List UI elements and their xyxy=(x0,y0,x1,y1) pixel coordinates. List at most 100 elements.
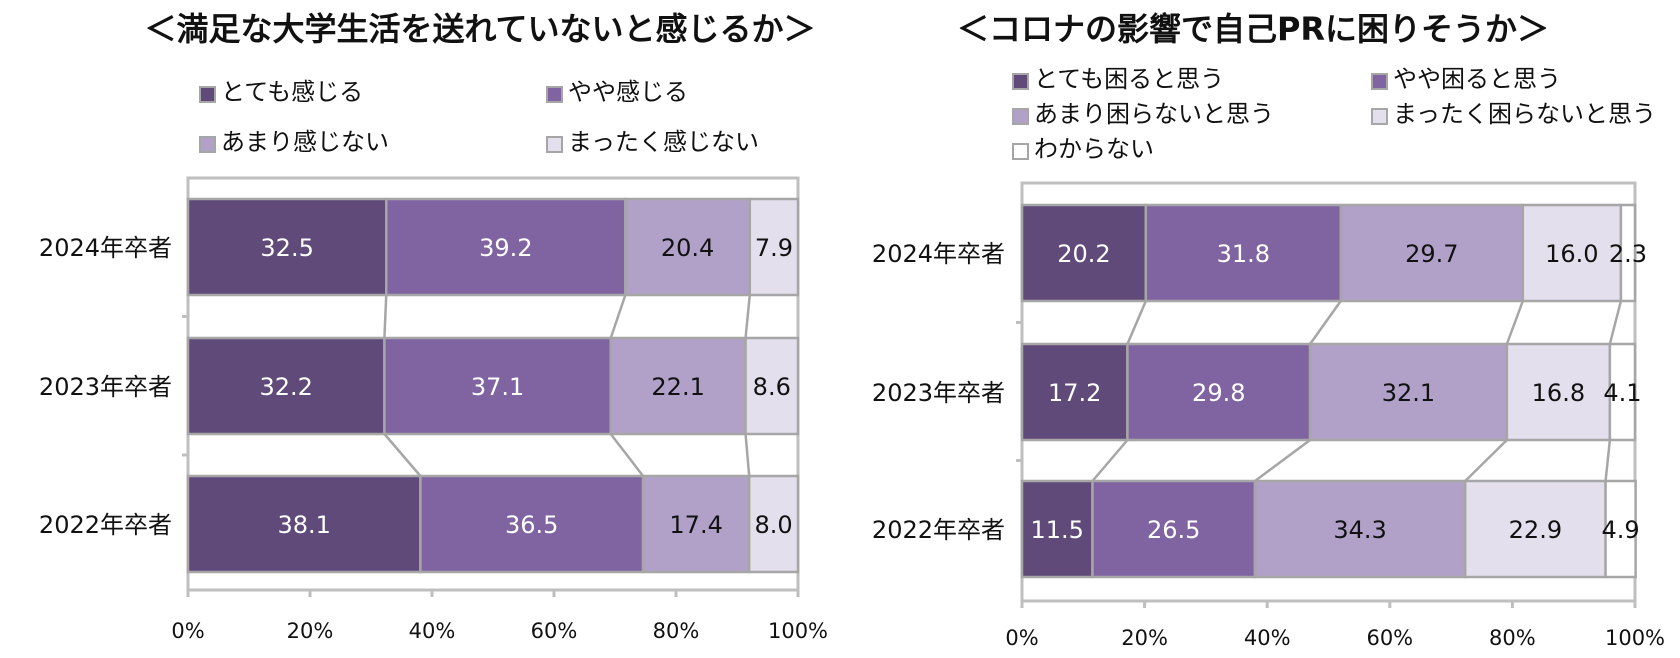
legend-label: まったく感じない xyxy=(568,128,759,156)
bar-segment xyxy=(1144,203,1343,303)
x-tick-label: 20% xyxy=(287,619,334,643)
series-line xyxy=(744,433,751,477)
data-label: 2.3 xyxy=(1609,240,1647,268)
x-tick-label: 80% xyxy=(653,619,700,643)
data-label: 38.1 xyxy=(277,511,330,539)
category-label: 2024年卒者 xyxy=(872,240,1005,268)
legend-swatch xyxy=(546,86,563,103)
data-label: 8.6 xyxy=(753,373,791,401)
legend-item: やや感じる xyxy=(546,78,688,106)
series-line xyxy=(609,433,645,477)
bar-segment xyxy=(1463,479,1607,579)
legend-label: とても困ると思う xyxy=(1034,65,1224,93)
bar-segment xyxy=(1020,203,1148,303)
legend-swatch xyxy=(1012,73,1029,90)
legend-label: あまり困らないと思う xyxy=(1034,100,1274,128)
x-tick-label: 0% xyxy=(171,619,204,643)
series-line xyxy=(1254,438,1311,483)
data-label: 39.2 xyxy=(479,234,532,262)
legend-item: とても困ると思う xyxy=(1012,65,1224,93)
legend-item: わからない xyxy=(1012,135,1154,163)
x-tick-label: 0% xyxy=(1005,626,1038,650)
x-tick-label: 60% xyxy=(531,619,578,643)
bar-segment xyxy=(383,336,612,436)
data-label: 7.9 xyxy=(755,234,793,262)
legend-swatch xyxy=(1371,108,1388,125)
data-label: 36.5 xyxy=(505,511,558,539)
series-line xyxy=(1608,300,1623,345)
legend-swatch xyxy=(1012,143,1029,160)
bar-segment xyxy=(1521,203,1623,303)
legend-swatch xyxy=(199,136,216,153)
bar-segment xyxy=(609,336,747,436)
x-tick-label: 100% xyxy=(1605,626,1665,650)
data-label: 29.7 xyxy=(1405,240,1458,268)
category-label: 2023年卒者 xyxy=(39,373,172,401)
series-line xyxy=(1309,300,1342,345)
legend-swatch xyxy=(1371,73,1388,90)
data-label: 20.4 xyxy=(661,234,714,262)
series-line xyxy=(1505,300,1524,345)
chart-2: ＜コロナの影響で自己PRに困りそうか＞ とても困ると思う やや困ると思うあまり困らな… xyxy=(872,10,1665,650)
legend-label: わからない xyxy=(1034,135,1154,163)
x-tick-label: 80% xyxy=(1489,626,1536,650)
legend-label: やや感じる xyxy=(568,78,688,106)
x-tick-label: 40% xyxy=(409,619,456,643)
bar-segment xyxy=(385,197,627,297)
legend-item: やや困ると思う xyxy=(1371,65,1561,93)
data-label: 31.8 xyxy=(1217,240,1270,268)
series-line xyxy=(383,294,388,339)
data-label: 22.1 xyxy=(651,373,704,401)
legend-item: とても感じる xyxy=(199,78,363,106)
bar-segment xyxy=(186,474,422,574)
data-label: 29.8 xyxy=(1192,379,1245,407)
series-line xyxy=(1604,439,1612,482)
data-label: 17.2 xyxy=(1048,379,1101,407)
data-label: 26.5 xyxy=(1147,516,1200,544)
data-label: 32.5 xyxy=(260,234,313,262)
data-label: 37.1 xyxy=(471,373,524,401)
bar-segment xyxy=(748,197,800,297)
x-tick-label: 20% xyxy=(1121,626,1168,650)
bar-segment xyxy=(747,474,800,574)
legend-swatch xyxy=(1012,108,1029,125)
series-line xyxy=(383,433,422,477)
series-line xyxy=(744,294,752,339)
x-tick-label: 40% xyxy=(1244,626,1291,650)
data-label: 11.5 xyxy=(1031,516,1084,544)
x-tick-label: 100% xyxy=(768,619,828,643)
legend-item: まったく感じない xyxy=(546,128,759,156)
legend-label: やや困ると思う xyxy=(1393,65,1561,93)
chart-title: ＜満足な大学生活を送れていないと感じるか＞ xyxy=(144,10,815,48)
x-tick-label: 60% xyxy=(1366,626,1413,650)
category-label: 2022年卒者 xyxy=(872,516,1005,544)
legend-item: まったく困らないと思う xyxy=(1371,100,1656,128)
data-label: 17.4 xyxy=(669,511,722,539)
bar-segment xyxy=(1604,479,1637,579)
data-label: 4.1 xyxy=(1603,379,1641,407)
data-label: 4.9 xyxy=(1602,516,1640,544)
bar-segment xyxy=(1619,203,1637,303)
series-line xyxy=(1126,300,1147,345)
legend-swatch xyxy=(199,86,216,103)
data-label: 32.2 xyxy=(259,373,312,401)
data-label: 32.1 xyxy=(1382,379,1435,407)
series-line xyxy=(1091,439,1129,482)
legend-item: あまり感じない xyxy=(199,128,389,156)
data-label: 8.0 xyxy=(755,511,793,539)
bar-segment xyxy=(744,336,800,436)
series-line xyxy=(1464,439,1508,482)
bar-segment xyxy=(186,336,386,436)
bar-segment xyxy=(1253,479,1467,579)
data-label: 22.9 xyxy=(1509,516,1562,544)
bar-segment xyxy=(1505,342,1612,442)
legend-swatch xyxy=(546,136,563,153)
category-label: 2024年卒者 xyxy=(39,234,172,262)
category-label: 2023年卒者 xyxy=(872,379,1005,407)
data-label: 34.3 xyxy=(1333,516,1386,544)
category-label: 2022年卒者 xyxy=(39,511,172,539)
data-label: 16.0 xyxy=(1545,240,1598,268)
legend-label: とても感じる xyxy=(221,78,363,106)
